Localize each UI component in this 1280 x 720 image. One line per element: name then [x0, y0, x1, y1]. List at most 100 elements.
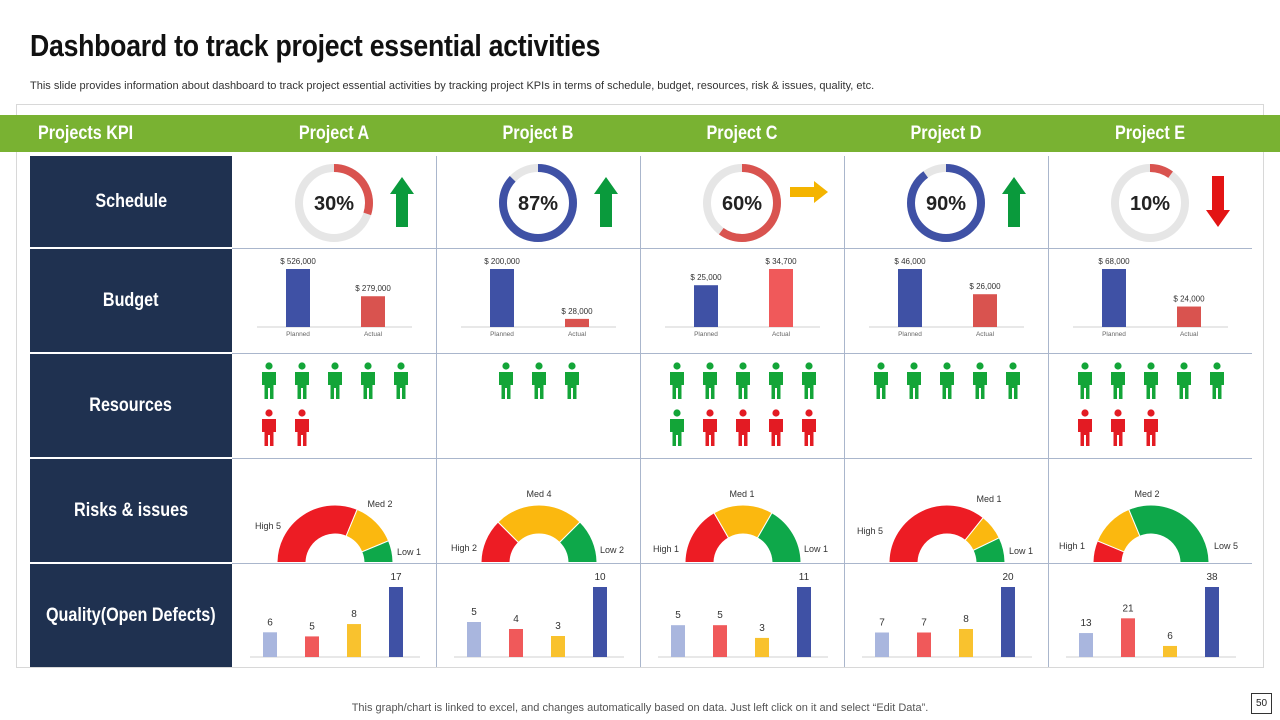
budget-category-label: Planned — [898, 331, 922, 338]
quality-bar — [1001, 587, 1015, 657]
person-icon — [1177, 362, 1191, 399]
person-icon — [1078, 362, 1092, 399]
budget-category-label: Actual — [568, 331, 587, 338]
page-title: Dashboard to track project essential act… — [30, 28, 601, 63]
quality-value-label: 3 — [555, 621, 561, 632]
schedule-percent: 10% — [1130, 193, 1170, 215]
quality-value-label: 5 — [309, 621, 315, 632]
person-head — [1213, 362, 1221, 370]
person-icon — [736, 362, 750, 399]
person-icon — [1111, 362, 1125, 399]
grid-hline — [232, 248, 1252, 249]
budget-value-label: $ 34,700 — [765, 257, 797, 266]
person-head — [739, 409, 747, 417]
person-body — [907, 372, 921, 399]
person-head — [298, 362, 306, 370]
person-head — [397, 362, 405, 370]
quality-bar — [959, 629, 973, 657]
budget-bar-planned — [286, 269, 310, 327]
quality-bar — [593, 587, 607, 657]
person-body — [499, 372, 513, 399]
person-body — [736, 372, 750, 399]
quality-bar — [1163, 645, 1177, 657]
budget-bar-actual — [1177, 306, 1201, 327]
person-body — [736, 419, 750, 446]
quality-bar — [713, 625, 727, 657]
person-icon — [874, 362, 888, 399]
person-head — [298, 409, 306, 417]
person-body — [1006, 372, 1020, 399]
budget-cell-d-svg: $ 46,000 Planned $ 26,000 Actual — [869, 257, 1024, 338]
budget-value-label: $ 25,000 — [690, 273, 722, 282]
person-icon — [769, 409, 783, 446]
person-body — [1210, 372, 1224, 399]
person-head — [877, 362, 885, 370]
risks-cell-e: High 1 Med 2 Low 5 — [1048, 459, 1252, 564]
person-body — [670, 372, 684, 399]
person-body — [328, 372, 342, 399]
quality-bar — [467, 622, 481, 657]
person-head — [331, 362, 339, 370]
person-head — [943, 362, 951, 370]
quality-cell-a-svg: 6 5 8 17 — [250, 572, 420, 658]
budget-category-label: Planned — [286, 331, 310, 338]
schedule-ring-progress — [703, 164, 781, 242]
schedule-ring-progress — [1111, 164, 1189, 242]
person-icon — [802, 362, 816, 399]
person-icon — [499, 362, 513, 399]
resources-cell-a-svg — [262, 362, 408, 446]
budget-value-label: $ 526,000 — [280, 257, 316, 266]
quality-value-label: 13 — [1080, 618, 1092, 629]
quality-cell-e-svg: 13 21 6 38 — [1066, 572, 1236, 658]
header-project-b: Project B — [502, 123, 574, 144]
budget-bar-actual — [769, 269, 793, 327]
risks-cell-a: High 5 Med 2 Low 1 — [232, 459, 436, 564]
budget-category-label: Actual — [976, 331, 995, 338]
quality-value-label: 21 — [1122, 603, 1134, 614]
quality-cell-d: 7 7 8 20 — [844, 564, 1048, 667]
schedule-cell-d: 90% — [844, 156, 1048, 247]
person-head — [673, 409, 681, 417]
schedule-cell-b-svg: 87% — [499, 164, 618, 242]
person-head — [1114, 362, 1122, 370]
risk-label: Med 1 — [976, 494, 1001, 504]
person-icon — [1210, 362, 1224, 399]
risks-cell-c-svg: High 1 Med 1 Low 1 — [653, 489, 828, 564]
schedule-cell-e: 10% — [1048, 156, 1252, 247]
person-body — [262, 372, 276, 399]
quality-value-label: 6 — [1167, 631, 1173, 642]
budget-cell-a: $ 526,000 Planned $ 279,000 Actual — [232, 249, 436, 352]
budget-bar-planned — [694, 285, 718, 327]
risks-cell-b-svg: High 2 Med 4 Low 2 — [451, 489, 624, 564]
person-icon — [670, 362, 684, 399]
quality-bar — [305, 636, 319, 657]
schedule-cell-d-svg: 90% — [907, 164, 1026, 242]
person-body — [1177, 372, 1191, 399]
resources-cell-e-svg — [1078, 362, 1224, 446]
schedule-cell-a: 30% — [232, 156, 436, 247]
resources-cell-a — [232, 354, 436, 457]
quality-cell-c: 5 5 3 11 — [640, 564, 844, 667]
quality-value-label: 20 — [1002, 572, 1014, 583]
person-icon — [295, 362, 309, 399]
budget-category-label: Planned — [490, 331, 514, 338]
resources-cell-b-svg — [499, 362, 579, 399]
schedule-ring-progress — [499, 164, 577, 242]
header-project-d: Project D — [910, 123, 982, 144]
person-icon — [361, 362, 375, 399]
quality-bar — [389, 587, 403, 657]
trend-right-arrow-icon — [790, 181, 828, 203]
quality-bar — [671, 625, 685, 657]
grid-vline — [844, 156, 845, 667]
person-body — [940, 372, 954, 399]
person-icon — [973, 362, 987, 399]
person-body — [532, 372, 546, 399]
person-head — [976, 362, 984, 370]
budget-cell-e: $ 68,000 Planned $ 24,000 Actual — [1048, 249, 1252, 352]
person-head — [1081, 409, 1089, 417]
resources-cell-b — [436, 354, 640, 457]
budget-value-label: $ 28,000 — [561, 307, 593, 316]
quality-value-label: 5 — [675, 610, 681, 621]
quality-value-label: 8 — [963, 614, 969, 625]
person-body — [769, 419, 783, 446]
